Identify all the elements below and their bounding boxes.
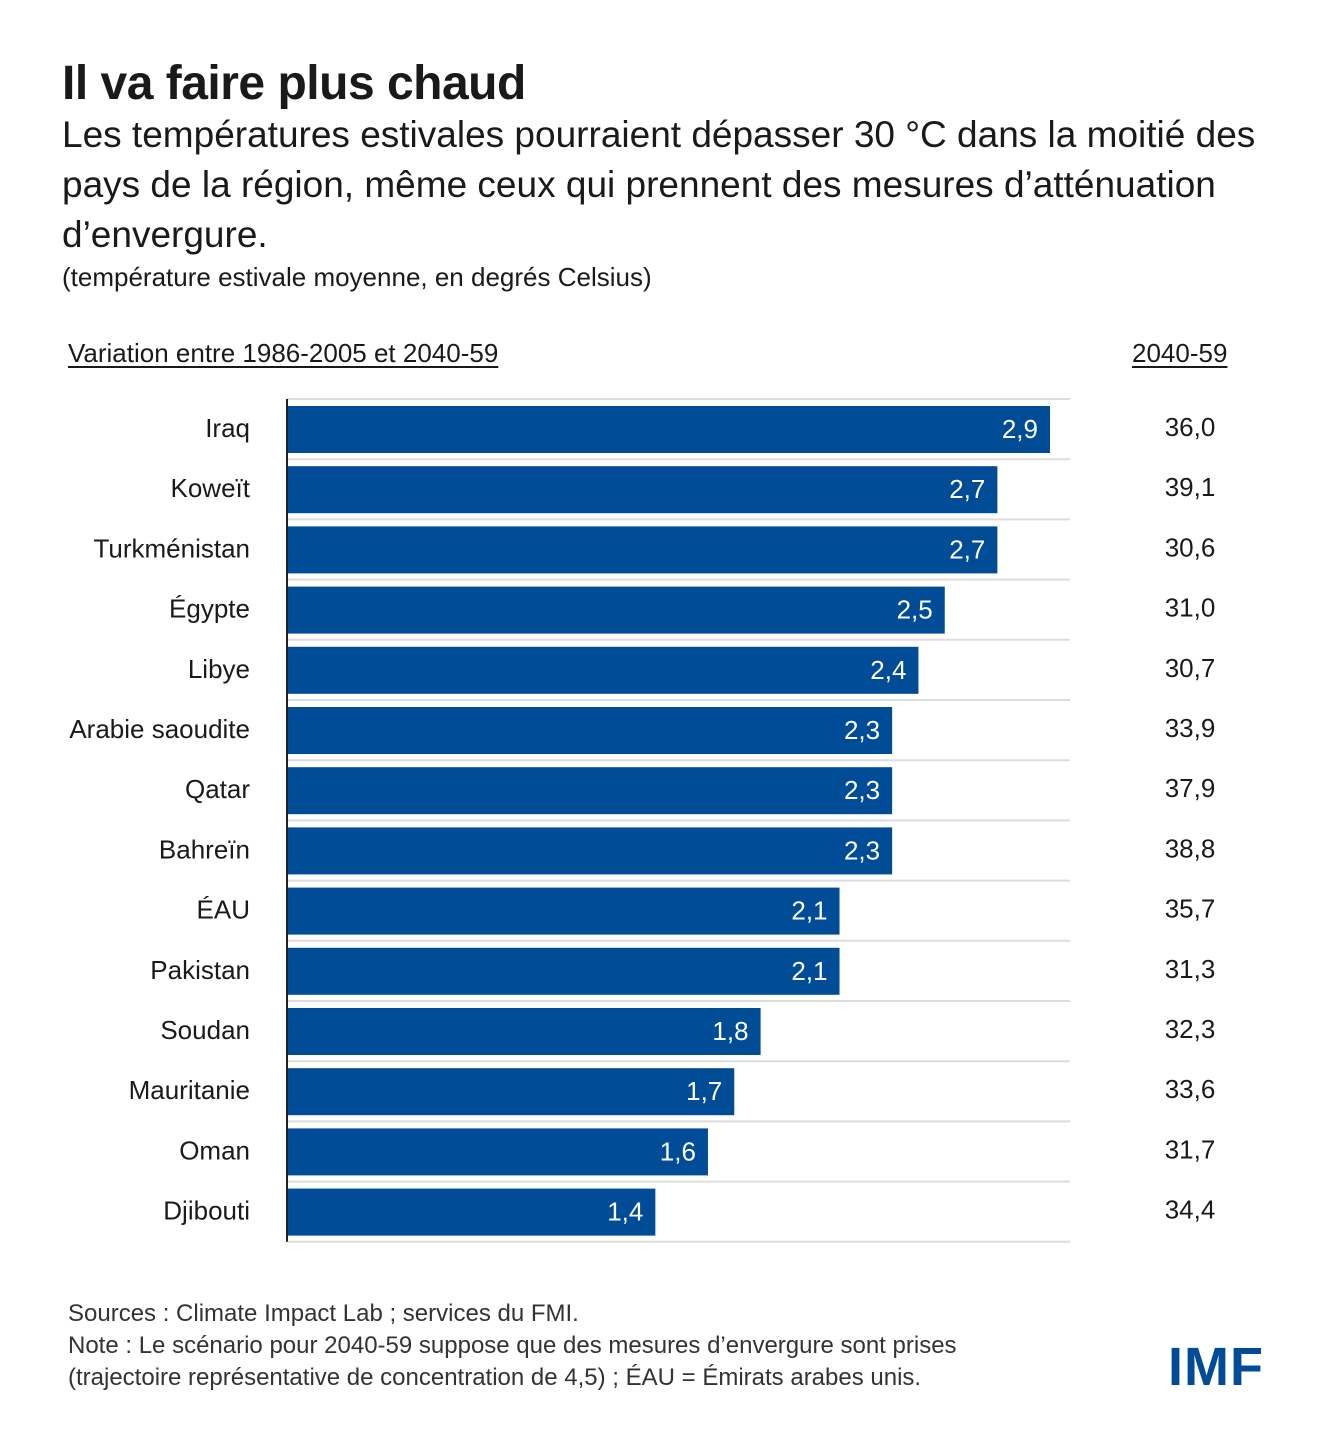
bar-value-label: 1,6 [660,1136,696,1166]
left-column-header: Variation entre 1986-2005 et 2040-59 [68,338,499,368]
right-value-label: 32,3 [1165,1014,1216,1044]
imf-logo: IMF [1168,1337,1264,1397]
category-label: ÉAU [197,895,250,925]
right-value-label: 31,0 [1165,593,1216,623]
bar [287,406,1050,453]
right-value-label: 31,7 [1165,1134,1216,1164]
bar-value-label: 2,1 [791,956,827,986]
right-value-label: 36,0 [1165,412,1216,442]
bar [287,1188,656,1236]
bar-value-label: 2,4 [870,655,906,685]
category-label: Djibouti [163,1196,250,1226]
category-label: Koweït [171,473,251,503]
right-value-label: 35,7 [1165,894,1216,924]
bar [287,1008,761,1055]
bar-value-label: 2,7 [949,474,985,504]
category-label: Mauritanie [129,1075,250,1105]
category-label: Qatar [185,774,250,804]
right-value-label: 34,4 [1165,1195,1216,1225]
bar [287,947,840,995]
bar [287,827,893,875]
bar-value-label: 1,7 [686,1076,722,1106]
bar [287,586,945,634]
category-label: Arabie saoudite [69,714,250,744]
chart-subtitle: Les températures estivales pourraient dé… [62,114,1256,255]
bar-value-label: 2,3 [844,775,880,805]
bar [287,1068,735,1116]
category-label: Soudan [160,1015,250,1045]
unit-note: (température estivale moyenne, en degrés… [62,262,652,292]
right-value-label: 30,6 [1165,532,1216,562]
right-column-header: 2040-59 [1132,338,1228,368]
right-value-label: 30,7 [1165,653,1216,683]
right-value-label: 33,9 [1165,713,1216,743]
bar-value-label: 2,7 [949,534,985,564]
bar-value-label: 2,9 [1002,414,1038,444]
right-value-label: 31,3 [1165,954,1216,984]
footer: Sources : Climate Impact Lab ; services … [68,1298,957,1394]
bar [287,887,840,935]
bar [287,646,919,694]
chart-title: Il va faire plus chaud [62,57,526,110]
bar [287,1128,708,1176]
bar [287,707,893,754]
category-label: Bahreïn [159,834,250,864]
category-label: Oman [179,1135,250,1165]
right-value-label: 38,8 [1165,833,1216,863]
bar-value-label: 1,8 [712,1016,748,1046]
bar-value-label: 2,3 [844,835,880,865]
sources-text: Sources : Climate Impact Lab ; services … [68,1300,579,1327]
bar-value-label: 2,3 [844,715,880,745]
category-label: Turkménistan [93,533,250,563]
note-text-2: (trajectoire représentative de concentra… [68,1364,922,1391]
note-text-1: Note : Le scénario pour 2040-59 suppose … [68,1332,957,1359]
bar-value-label: 2,1 [791,896,827,926]
right-value-label: 33,6 [1165,1074,1216,1104]
right-value-label: 39,1 [1165,472,1216,502]
bar-value-label: 1,4 [607,1197,643,1227]
bar [287,526,998,574]
bar [287,767,893,815]
right-value-label: 37,9 [1165,773,1216,803]
bar [287,466,998,514]
category-label: Pakistan [150,955,250,985]
category-label: Iraq [205,413,250,443]
bar-value-label: 2,5 [897,595,933,625]
category-label: Libye [188,654,250,684]
category-label: Égypte [169,594,250,624]
